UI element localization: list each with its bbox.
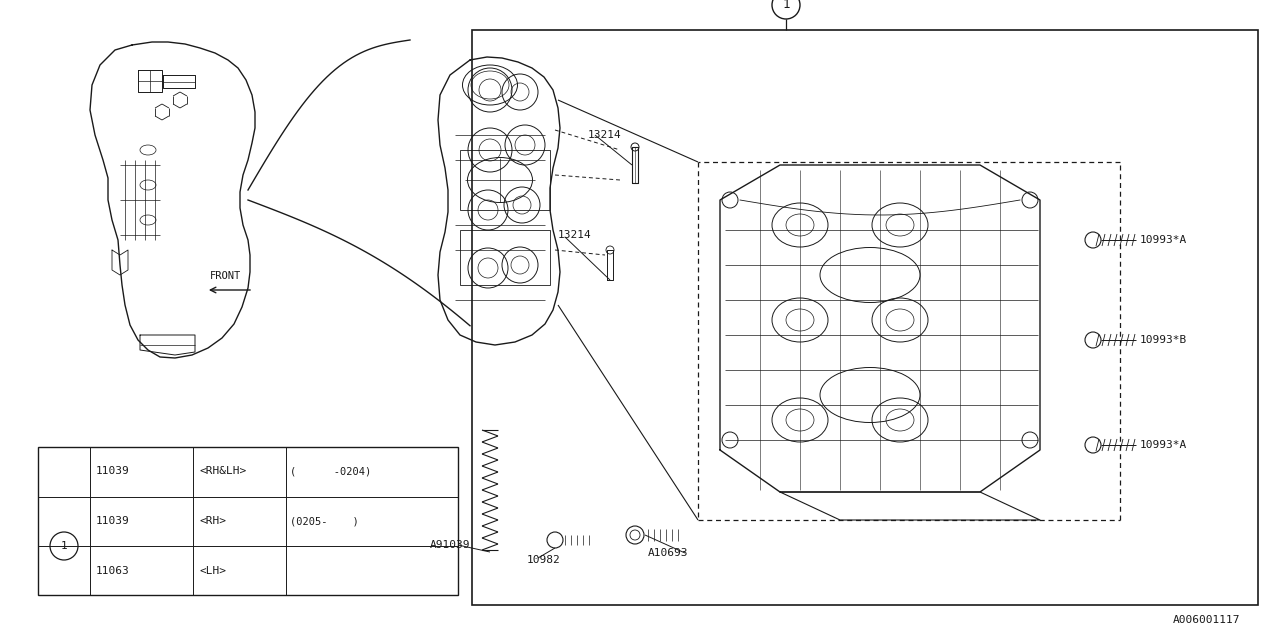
Bar (460, 230, 550, 285)
Text: 10993*B: 10993*B (1140, 335, 1188, 345)
Text: 13214: 13214 (588, 130, 622, 140)
Text: <RH>: <RH> (198, 516, 227, 526)
Bar (38, 447, 458, 595)
Text: 1: 1 (782, 0, 790, 12)
Text: <RH&LH>: <RH&LH> (198, 466, 246, 476)
Text: <LH>: <LH> (198, 566, 227, 576)
Bar (460, 150, 550, 210)
Text: 13214: 13214 (558, 230, 591, 240)
Text: FRONT: FRONT (210, 271, 241, 281)
Text: A91039: A91039 (430, 540, 471, 550)
Text: 10993*A: 10993*A (1140, 235, 1188, 245)
Text: (0205-    ): (0205- ) (291, 516, 358, 526)
Text: 11063: 11063 (96, 566, 129, 576)
Text: A10693: A10693 (648, 548, 689, 558)
Text: 11039: 11039 (96, 516, 129, 526)
Text: (      -0204): ( -0204) (291, 466, 371, 476)
Text: 1: 1 (60, 541, 68, 551)
Text: A006001117: A006001117 (1172, 615, 1240, 625)
Bar (472, 30, 1258, 605)
Text: 10982: 10982 (527, 555, 561, 565)
Text: 11039: 11039 (96, 466, 129, 476)
Text: 10993*A: 10993*A (1140, 440, 1188, 450)
